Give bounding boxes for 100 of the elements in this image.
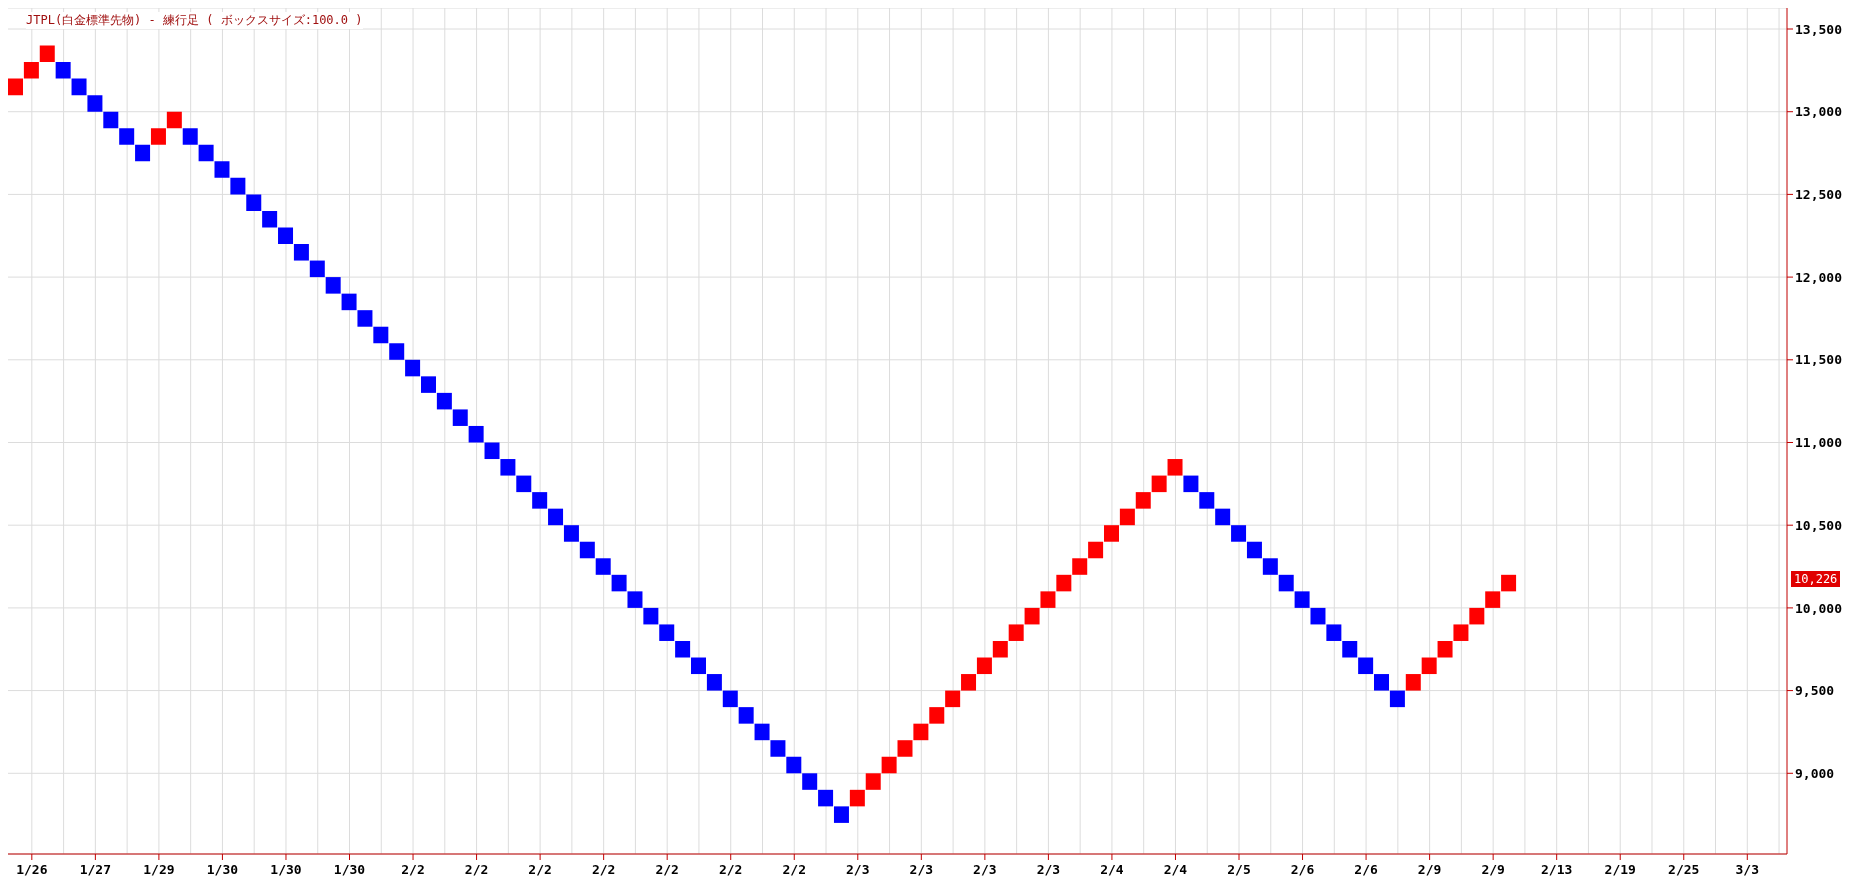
x-tick-label: 2/25 [1668, 862, 1700, 877]
x-tick-label: 2/9 [1417, 862, 1442, 877]
bar [611, 574, 627, 592]
bar [1421, 657, 1437, 675]
bar [913, 723, 929, 741]
bar [945, 690, 961, 708]
bar [1437, 640, 1453, 658]
x-tick-label: 2/13 [1541, 862, 1573, 877]
bar [659, 624, 675, 641]
bar [420, 376, 436, 393]
bar [468, 425, 484, 443]
bar [1103, 525, 1119, 542]
bar [833, 806, 849, 823]
bar [135, 144, 151, 162]
x-tick-label: 2/4 [1100, 862, 1124, 877]
y-tick-label: 9,500 [1795, 683, 1835, 699]
bar [1358, 657, 1374, 675]
x-tick-label: 2/3 [1036, 862, 1061, 877]
bar [1151, 475, 1167, 493]
bar [1485, 591, 1501, 608]
bar [1294, 591, 1310, 608]
x-tick-label: 2/2 [782, 862, 806, 877]
bar [436, 392, 452, 410]
x-tick-label: 1/29 [143, 862, 175, 877]
x-tick-label: 2/3 [973, 862, 997, 877]
bar [532, 492, 548, 509]
bar [484, 442, 500, 460]
bar [8, 78, 23, 96]
bar [405, 359, 421, 377]
bar [929, 707, 945, 724]
bar [1088, 541, 1104, 559]
bar [325, 277, 341, 294]
bar [1135, 492, 1151, 509]
x-tick-label: 2/2 [591, 862, 616, 877]
bar [1310, 607, 1326, 625]
x-tick-label: 2/4 [1163, 862, 1188, 877]
bar [71, 78, 87, 96]
bar [1405, 674, 1421, 691]
bar [1262, 558, 1278, 575]
bar [278, 227, 294, 245]
y-tick-label: 12,500 [1795, 187, 1843, 203]
bar [818, 789, 834, 807]
bar [595, 558, 611, 575]
bar [1374, 674, 1390, 691]
bar [1342, 640, 1358, 658]
bar [738, 707, 754, 724]
x-tick-label: 2/19 [1604, 862, 1636, 877]
chart-title: JTPL(白金標準先物) - 練行足 ( ボックスサイズ:100.0 ) [26, 12, 363, 29]
bar [230, 177, 246, 195]
x-tick-label: 2/6 [1354, 862, 1378, 877]
bar [961, 674, 977, 691]
bar [1008, 624, 1024, 641]
bar [802, 773, 818, 790]
bar [150, 128, 166, 145]
bar [865, 773, 881, 790]
bar [563, 525, 579, 542]
bar [1326, 624, 1342, 641]
bar [262, 210, 278, 228]
x-tick-label: 2/3 [909, 862, 934, 877]
bar [691, 657, 707, 675]
bar [341, 293, 357, 311]
x-tick-label: 2/2 [401, 862, 425, 877]
bar [1231, 525, 1247, 542]
y-tick-label: 13,500 [1795, 21, 1843, 37]
bar [1167, 459, 1183, 476]
x-tick-label: 1/30 [206, 862, 239, 877]
bar [198, 144, 214, 162]
bar [627, 591, 643, 608]
bar [1389, 690, 1405, 708]
bar [309, 260, 325, 278]
bar [1040, 591, 1056, 608]
y-tick-label: 13,000 [1795, 104, 1843, 120]
bar [1024, 607, 1040, 625]
bar [722, 690, 738, 708]
x-tick-label: 2/9 [1481, 862, 1505, 877]
bar [55, 62, 71, 79]
bar [1501, 574, 1517, 592]
y-tick-label: 11,500 [1795, 352, 1843, 368]
bar [389, 343, 405, 360]
bar [849, 789, 865, 807]
x-tick-label: 2/2 [464, 862, 489, 877]
bar [23, 62, 39, 79]
y-tick-label: 10,000 [1795, 600, 1843, 616]
bar [1119, 508, 1135, 526]
bar [881, 756, 897, 774]
bar [1199, 492, 1215, 509]
x-tick-label: 1/30 [270, 862, 302, 877]
x-tick-label: 2/2 [655, 862, 679, 877]
bar [500, 459, 516, 476]
bar [246, 194, 262, 211]
x-tick-label: 3/3 [1735, 862, 1760, 877]
text: 10,226 [1791, 570, 1841, 587]
x-tick-label: 1/26 [16, 862, 48, 877]
bar [1453, 624, 1469, 641]
bar [643, 607, 659, 625]
bar [87, 95, 103, 112]
bar [786, 756, 802, 774]
bar [1183, 475, 1199, 493]
bar [119, 128, 135, 145]
bar [548, 508, 564, 526]
